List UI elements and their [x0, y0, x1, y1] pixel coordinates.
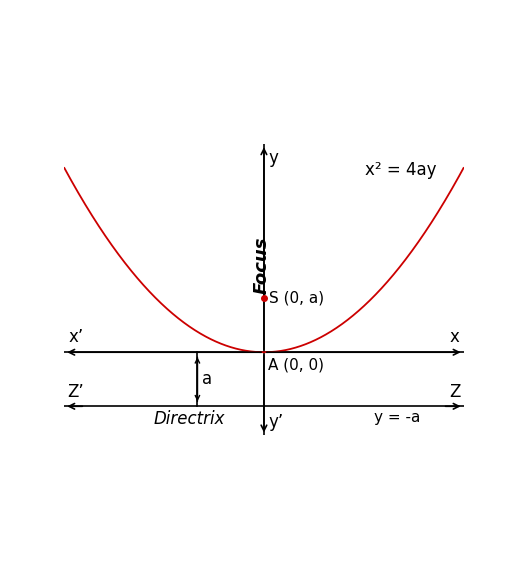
Text: Z: Z: [449, 383, 460, 401]
Text: x: x: [450, 328, 459, 346]
Text: y: y: [269, 149, 279, 166]
Text: x’: x’: [68, 328, 84, 346]
Text: a: a: [202, 370, 213, 388]
Text: y = -a: y = -a: [374, 410, 420, 425]
Text: Z’: Z’: [67, 383, 84, 401]
Text: Focus: Focus: [252, 236, 270, 294]
Text: y’: y’: [269, 413, 284, 431]
Text: A (0, 0): A (0, 0): [268, 357, 324, 372]
Text: Directrix: Directrix: [153, 410, 225, 428]
Text: x² = 4ay: x² = 4ay: [365, 161, 437, 179]
Text: S (0, a): S (0, a): [269, 290, 324, 306]
